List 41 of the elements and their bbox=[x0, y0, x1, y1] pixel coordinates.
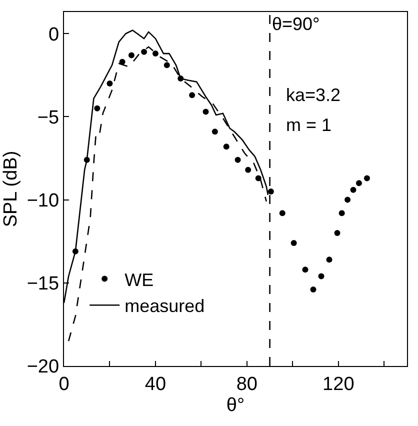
point bbox=[245, 166, 252, 173]
point bbox=[326, 256, 332, 263]
point bbox=[128, 52, 134, 58]
point bbox=[279, 210, 286, 216]
y-tick-label: −10 bbox=[26, 190, 60, 212]
point bbox=[364, 175, 370, 182]
point bbox=[202, 108, 209, 115]
x-tick-label: 40 bbox=[144, 374, 166, 395]
x-axis-title: θ° bbox=[226, 394, 245, 416]
point bbox=[94, 105, 100, 112]
y-tick-label: −20 bbox=[26, 356, 60, 378]
point bbox=[223, 144, 230, 150]
y-tick-label: −15 bbox=[26, 274, 60, 295]
point bbox=[334, 230, 340, 236]
point bbox=[290, 240, 297, 246]
annotation: m = 1 bbox=[286, 115, 332, 135]
point bbox=[164, 62, 170, 68]
y-tick-label: 0 bbox=[48, 24, 60, 46]
point bbox=[212, 128, 218, 135]
annotation: ka=3.2 bbox=[286, 85, 341, 105]
point bbox=[189, 92, 196, 98]
point bbox=[234, 156, 241, 163]
point bbox=[106, 80, 113, 86]
ref-line-label: θ=90° bbox=[272, 14, 320, 34]
point bbox=[152, 50, 158, 57]
point bbox=[141, 48, 148, 55]
point bbox=[356, 180, 362, 186]
point bbox=[350, 186, 356, 193]
point bbox=[338, 210, 345, 216]
point bbox=[344, 196, 351, 203]
point bbox=[255, 175, 262, 182]
legend-label: measured bbox=[124, 296, 205, 316]
point bbox=[310, 286, 316, 293]
point bbox=[268, 188, 274, 194]
y-tick-label: −5 bbox=[37, 107, 60, 128]
x-tick-label: 80 bbox=[236, 374, 258, 395]
x-tick-label: 120 bbox=[322, 374, 354, 395]
point bbox=[318, 273, 324, 280]
y-axis-title: SPL (dB) bbox=[0, 150, 22, 228]
point bbox=[302, 266, 308, 273]
legend-label: WE bbox=[124, 270, 154, 290]
